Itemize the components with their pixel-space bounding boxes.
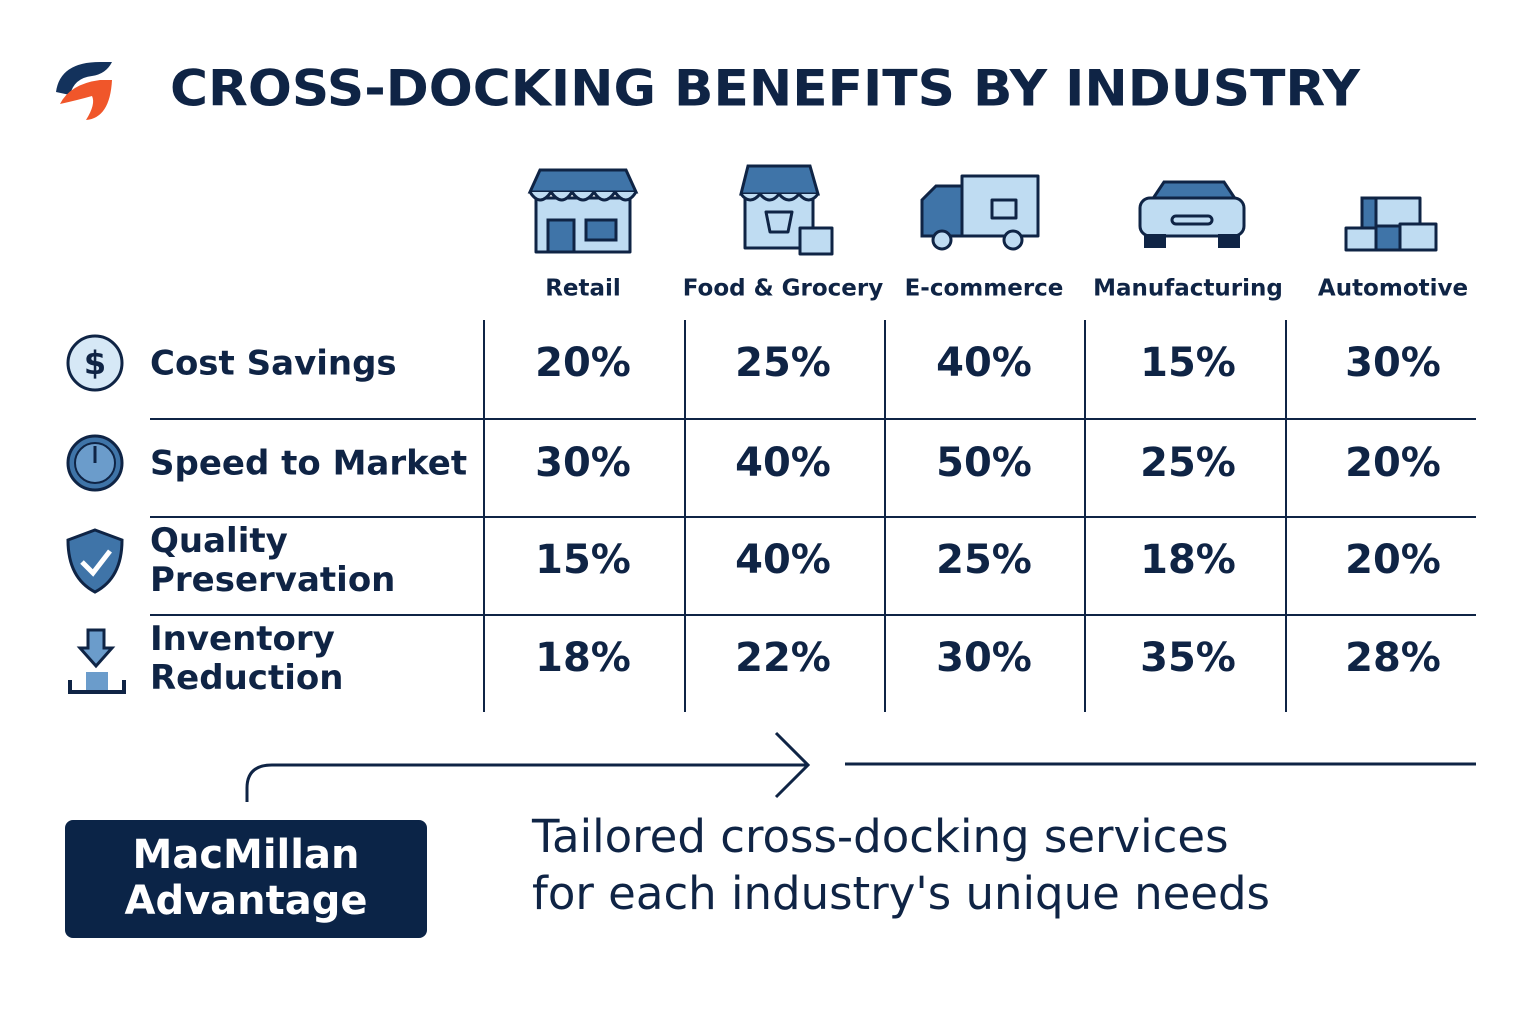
column-header: Retail <box>545 276 621 302</box>
cell-value: 30% <box>535 440 631 486</box>
cell-value: 30% <box>936 635 1032 681</box>
svg-text:$: $ <box>84 344 106 382</box>
cell-value: 30% <box>1345 340 1441 386</box>
badge <box>65 820 427 938</box>
row-label: Speed to Market <box>150 444 467 484</box>
cell-value: 18% <box>535 635 631 681</box>
clock-icon <box>66 434 124 492</box>
cell-value: 40% <box>735 537 831 583</box>
cell-value: 40% <box>936 340 1032 386</box>
cell-value: 15% <box>1140 340 1236 386</box>
cell-value: 28% <box>1345 635 1441 681</box>
arrow <box>245 763 806 802</box>
column-header: E-commerce <box>905 276 1064 302</box>
retail-icon <box>527 168 639 254</box>
inventory-icon <box>68 628 126 694</box>
cell-value: 15% <box>535 537 631 583</box>
title: CROSS-DOCKING BENEFITS BY INDUSTRY <box>170 60 1361 118</box>
row-label: Cost Savings <box>150 344 397 384</box>
row-label: Quality <box>150 521 288 561</box>
cell-value: 18% <box>1140 537 1236 583</box>
cell-value: 40% <box>735 440 831 486</box>
manufacturing-icon <box>1138 180 1246 248</box>
column-header: Food & Grocery <box>683 276 884 302</box>
cell-value: 22% <box>735 635 831 681</box>
row-label: Inventory <box>150 619 335 659</box>
tagline: Tailored cross-docking services <box>531 810 1229 863</box>
column-header: Automotive <box>1318 276 1468 302</box>
cell-value: 50% <box>936 440 1032 486</box>
cell-value: 25% <box>936 537 1032 583</box>
shield-icon <box>66 528 124 594</box>
cell-value: 25% <box>1140 440 1236 486</box>
badge-text: MacMillan <box>133 832 360 878</box>
food-grocery-icon <box>739 164 834 256</box>
cell-value: 20% <box>1345 537 1441 583</box>
badge-text: Advantage <box>124 878 367 924</box>
tagline: for each industry's unique needs <box>532 867 1270 920</box>
e-commerce-icon <box>920 174 1040 251</box>
cell-value: 20% <box>535 340 631 386</box>
table: Retail Food & Grocery E-commerce Manufactur… <box>150 276 1468 699</box>
automotive-icon <box>1344 196 1438 252</box>
dollar-icon: $ <box>66 334 124 392</box>
row-label: Reduction <box>150 658 343 698</box>
logo <box>56 62 112 120</box>
row-label: Preservation <box>150 560 395 600</box>
table-rules <box>150 320 1476 712</box>
cell-value: 20% <box>1345 440 1441 486</box>
column-header: Manufacturing <box>1093 276 1283 302</box>
cell-value: 25% <box>735 340 831 386</box>
arrow-head <box>774 731 811 799</box>
cell-value: 35% <box>1140 635 1236 681</box>
